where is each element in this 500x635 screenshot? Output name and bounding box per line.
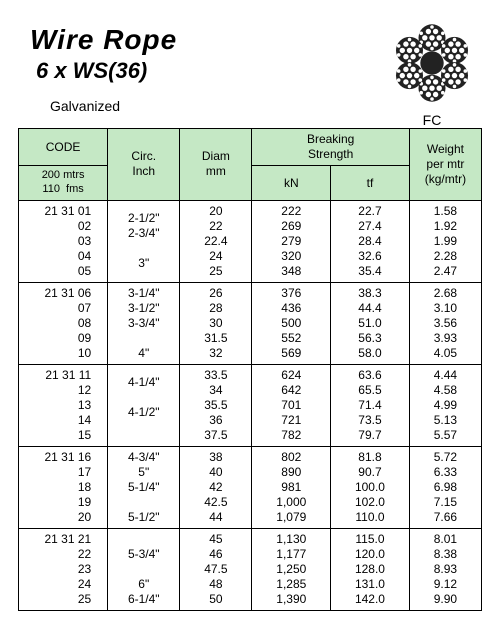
head-code: CODE xyxy=(19,129,108,166)
table-row: 21 31 06 07 08 09 103-1/4" 3-1/2" 3-3/4"… xyxy=(19,282,482,364)
cell-circ: 4-3/4" 5" 5-1/4" 5-1/2" xyxy=(108,446,180,528)
head-kn: kN xyxy=(252,166,331,201)
finish-label: Galvanized xyxy=(50,98,382,114)
cell-circ: 2-1/2" 2-3/4" 3" xyxy=(108,200,180,282)
cross-section-diagram: FC xyxy=(382,18,482,128)
cell-wt: 8.01 8.38 8.93 9.12 9.90 xyxy=(409,528,481,610)
cell-wt: 5.72 6.33 6.98 7.15 7.66 xyxy=(409,446,481,528)
head-breaking: Breaking Strength xyxy=(252,129,409,166)
cell-tf: 115.0 120.0 128.0 131.0 142.0 xyxy=(331,528,410,610)
cell-circ: 3-1/4" 3-1/2" 3-3/4" 4" xyxy=(108,282,180,364)
cell-wt: 4.44 4.58 4.99 5.13 5.57 xyxy=(409,364,481,446)
table-row: 21 31 16 17 18 19 204-3/4" 5" 5-1/4" 5-1… xyxy=(19,446,482,528)
cell-code: 21 31 11 12 13 14 15 xyxy=(19,364,108,446)
cell-kn: 376 436 500 552 569 xyxy=(252,282,331,364)
cell-tf: 38.3 44.4 51.0 56.3 58.0 xyxy=(331,282,410,364)
core-label: FC xyxy=(423,112,442,128)
head-code-sub: 200 mtrs 110 fms xyxy=(19,166,108,201)
cell-circ: 5-3/4" 6" 6-1/4" xyxy=(108,528,180,610)
cell-tf: 81.8 90.7 100.0 102.0 110.0 xyxy=(331,446,410,528)
cell-code: 21 31 21 22 23 24 25 xyxy=(19,528,108,610)
cell-tf: 63.6 65.5 71.4 73.5 79.7 xyxy=(331,364,410,446)
cell-kn: 802 890 981 1,000 1,079 xyxy=(252,446,331,528)
head-weight: Weight per mtr (kg/mtr) xyxy=(409,129,481,201)
page-title: Wire Rope xyxy=(30,24,382,56)
head-circ: Circ. Inch xyxy=(108,129,180,201)
cell-kn: 624 642 701 721 782 xyxy=(252,364,331,446)
table-row: 21 31 01 02 03 04 052-1/2" 2-3/4" 3" 20 … xyxy=(19,200,482,282)
table-row: 21 31 11 12 13 14 154-1/4" 4-1/2" 33.5 3… xyxy=(19,364,482,446)
cell-diam: 20 22 22.4 24 25 xyxy=(180,200,252,282)
cell-kn: 1,130 1,177 1,250 1,285 1,390 xyxy=(252,528,331,610)
cell-diam: 26 28 30 31.5 32 xyxy=(180,282,252,364)
cell-code: 21 31 06 07 08 09 10 xyxy=(19,282,108,364)
spec-table: CODE Circ. Inch Diam mm Breaking Strengt… xyxy=(18,128,482,611)
cell-circ: 4-1/4" 4-1/2" xyxy=(108,364,180,446)
head-tf: tf xyxy=(331,166,410,201)
cell-diam: 38 40 42 42.5 44 xyxy=(180,446,252,528)
cell-code: 21 31 01 02 03 04 05 xyxy=(19,200,108,282)
cell-wt: 2.68 3.10 3.56 3.93 4.05 xyxy=(409,282,481,364)
cell-kn: 222 269 279 320 348 xyxy=(252,200,331,282)
cell-wt: 1.58 1.92 1.99 2.28 2.47 xyxy=(409,200,481,282)
page-subtitle: 6 x WS(36) xyxy=(36,58,382,84)
cell-tf: 22.7 27.4 28.4 32.6 35.4 xyxy=(331,200,410,282)
cell-code: 21 31 16 17 18 19 20 xyxy=(19,446,108,528)
cell-diam: 33.5 34 35.5 36 37.5 xyxy=(180,364,252,446)
cell-diam: 45 46 47.5 48 50 xyxy=(180,528,252,610)
table-row: 21 31 21 22 23 24 25 5-3/4" 6" 6-1/4"45 … xyxy=(19,528,482,610)
head-diam: Diam mm xyxy=(180,129,252,201)
